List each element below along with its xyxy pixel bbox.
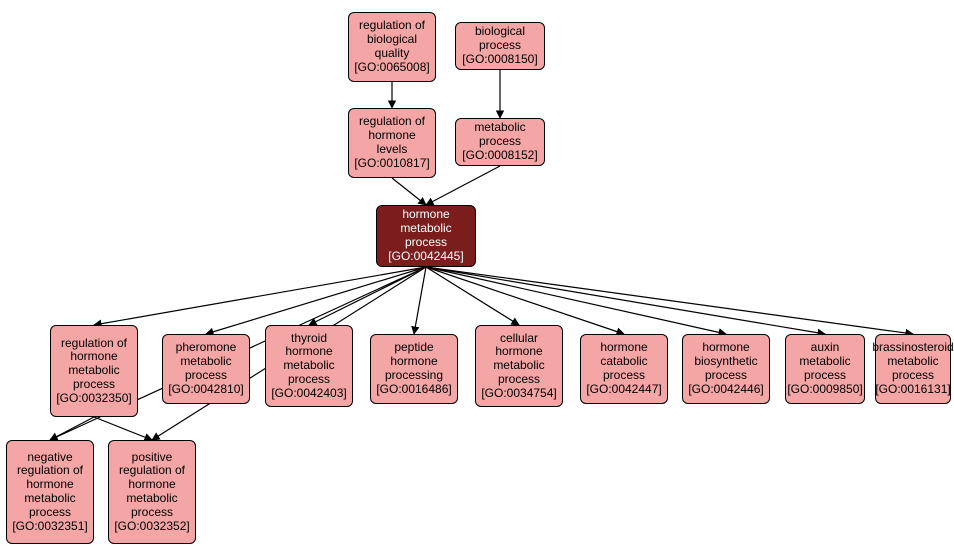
node-go-id: [GO:0016131] bbox=[875, 383, 950, 397]
node-go0008152[interactable]: metabolic process[GO:0008152] bbox=[455, 118, 545, 166]
node-go-id: [GO:0042445] bbox=[388, 250, 463, 264]
node-go-id: [GO:0008150] bbox=[462, 53, 537, 67]
node-go-id: [GO:0042810] bbox=[168, 383, 243, 397]
edge-go0042445-to-go0042446 bbox=[426, 267, 726, 334]
node-go0016486[interactable]: peptide hormone processing[GO:0016486] bbox=[370, 334, 458, 404]
node-label: regulation of hormone metabolic process bbox=[57, 337, 131, 392]
edge-go0042445-to-go0016131 bbox=[426, 267, 913, 334]
node-go0032351[interactable]: negative regulation of hormone metabolic… bbox=[6, 440, 94, 544]
node-go-id: [GO:0032350] bbox=[56, 392, 131, 406]
node-go0010817[interactable]: regulation of hormone levels[GO:0010817] bbox=[348, 108, 436, 178]
node-go-id: [GO:0032352] bbox=[114, 520, 189, 534]
node-go0008150[interactable]: biological process[GO:0008150] bbox=[455, 22, 545, 70]
node-label: negative regulation of hormone metabolic… bbox=[13, 451, 87, 520]
edge-go0042445-to-go0032350 bbox=[94, 267, 426, 325]
node-go0042447[interactable]: hormone catabolic process[GO:0042447] bbox=[580, 334, 668, 404]
edge-go0032350-to-go0032351 bbox=[50, 417, 94, 440]
node-label: hormone biosynthetic process bbox=[689, 341, 763, 382]
edge-go0032350-to-go0032352 bbox=[94, 417, 152, 440]
node-label: brassinosteroid metabolic process bbox=[872, 341, 953, 382]
node-go-id: [GO:0032351] bbox=[12, 520, 87, 534]
edge-go0008152-to-go0042445 bbox=[426, 166, 500, 205]
node-label: metabolic process bbox=[462, 121, 538, 149]
edge-go0042445-to-go0009850 bbox=[426, 267, 825, 334]
node-go-id: [GO:0042447] bbox=[586, 383, 661, 397]
node-go0042445[interactable]: hormone metabolic process[GO:0042445] bbox=[376, 205, 476, 267]
edge-go0042445-to-go0042403 bbox=[309, 267, 426, 325]
node-label: regulation of biological quality bbox=[355, 19, 429, 60]
node-label: auxin metabolic process bbox=[792, 341, 858, 382]
node-go-id: [GO:0042403] bbox=[271, 387, 346, 401]
node-go-id: [GO:0008152] bbox=[462, 149, 537, 163]
node-go0042446[interactable]: hormone biosynthetic process[GO:0042446] bbox=[682, 334, 770, 404]
node-label: hormone metabolic process bbox=[383, 208, 469, 249]
edge-go0042445-to-go0042447 bbox=[426, 267, 624, 334]
node-label: thyroid hormone metabolic process bbox=[272, 332, 346, 387]
edge-go0042445-to-go0034754 bbox=[426, 267, 519, 325]
node-go0042403[interactable]: thyroid hormone metabolic process[GO:004… bbox=[265, 325, 353, 407]
node-label: positive regulation of hormone metabolic… bbox=[115, 451, 189, 520]
node-label: regulation of hormone levels bbox=[355, 115, 429, 156]
node-go-id: [GO:0009850] bbox=[787, 383, 862, 397]
node-go0042810[interactable]: pheromone metabolic process[GO:0042810] bbox=[162, 334, 250, 404]
edge-go0042445-to-go0016486 bbox=[414, 267, 426, 334]
node-label: hormone catabolic process bbox=[587, 341, 661, 382]
node-label: biological process bbox=[462, 25, 538, 53]
node-go0065008[interactable]: regulation of biological quality[GO:0065… bbox=[348, 12, 436, 82]
node-go-id: [GO:0034754] bbox=[481, 387, 556, 401]
node-go-id: [GO:0065008] bbox=[354, 61, 429, 75]
node-go0032350[interactable]: regulation of hormone metabolic process[… bbox=[50, 325, 138, 417]
edge-go0042445-to-go0042810 bbox=[206, 267, 426, 334]
node-label: pheromone metabolic process bbox=[169, 341, 243, 382]
edge-go0010817-to-go0042445 bbox=[392, 178, 426, 205]
node-go-id: [GO:0010817] bbox=[354, 157, 429, 171]
node-go0034754[interactable]: cellular hormone metabolic process[GO:00… bbox=[475, 325, 563, 407]
node-label: cellular hormone metabolic process bbox=[482, 332, 556, 387]
node-go0032352[interactable]: positive regulation of hormone metabolic… bbox=[108, 440, 196, 544]
node-go0016131[interactable]: brassinosteroid metabolic process[GO:001… bbox=[875, 334, 951, 404]
node-go0009850[interactable]: auxin metabolic process[GO:0009850] bbox=[785, 334, 865, 404]
node-label: peptide hormone processing bbox=[377, 341, 451, 382]
node-go-id: [GO:0042446] bbox=[688, 383, 763, 397]
node-go-id: [GO:0016486] bbox=[376, 383, 451, 397]
